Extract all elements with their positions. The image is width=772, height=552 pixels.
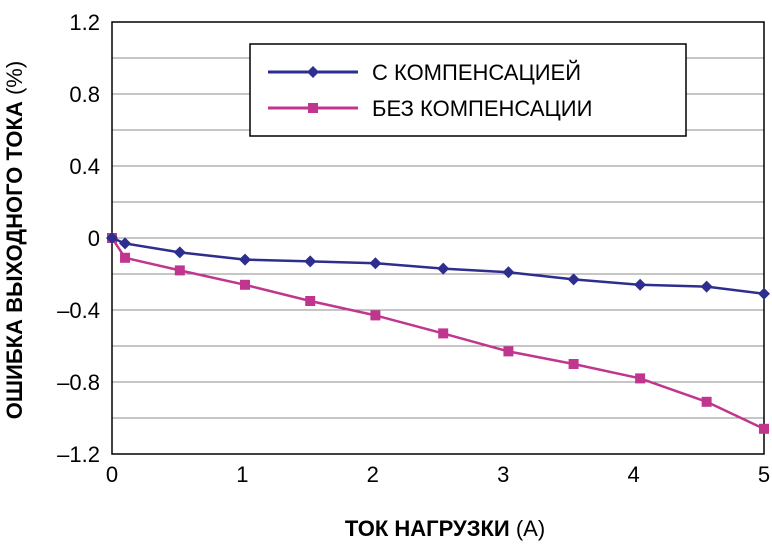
data-point-diamond xyxy=(758,287,770,300)
data-point-diamond xyxy=(567,273,580,286)
legend-label-without-compensation: БЕЗ КОМПЕНСАЦИИ xyxy=(372,96,592,121)
series-line-without-compensation xyxy=(110,237,765,430)
x-tick-label: 0 xyxy=(106,462,118,487)
data-point-square xyxy=(701,396,712,407)
data-point-square xyxy=(305,296,316,306)
x-tick-label: 2 xyxy=(367,462,379,487)
x-tick-label: 5 xyxy=(758,462,770,487)
series-without-compensation xyxy=(107,233,769,434)
x-tick-label: 1 xyxy=(236,462,248,487)
data-point-square xyxy=(503,346,514,357)
data-point-diamond xyxy=(106,232,118,244)
data-point-diamond xyxy=(502,266,515,279)
data-point-square xyxy=(120,252,131,263)
y-axis-title-text: ОШИБКА ВЫХОДНОГО ТОКА xyxy=(2,101,27,419)
y-tick-label: 0.8 xyxy=(69,82,100,107)
x-axis-title-unit: (А) xyxy=(516,516,545,541)
legend: С КОМПЕНСАЦИЕЙ БЕЗ КОМПЕНСАЦИИ xyxy=(249,43,687,137)
data-point-diamond xyxy=(437,262,450,275)
data-point-square xyxy=(438,328,449,339)
legend-item-with-compensation: С КОМПЕНСАЦИЕЙ xyxy=(268,60,581,85)
y-axis-title-unit: (%) xyxy=(2,61,27,95)
y-tick-label: 0 xyxy=(88,226,100,251)
data-point-diamond xyxy=(239,253,252,266)
data-point-square xyxy=(635,373,646,384)
data-point-diamond xyxy=(634,278,647,291)
y-tick-label: 0.4 xyxy=(69,154,100,179)
data-point-diamond xyxy=(119,237,132,250)
x-tick-label: 3 xyxy=(497,462,509,487)
y-tick-label: 1.2 xyxy=(69,10,100,35)
series-layer xyxy=(106,232,770,434)
data-point-square xyxy=(568,359,579,369)
legend-box xyxy=(249,43,687,137)
legend-label-with-compensation: С КОМПЕНСАЦИЕЙ xyxy=(372,60,581,85)
data-point-square xyxy=(174,265,185,276)
tick-label-layer: 1.20.80.40–0.4–0.8–1.20 1 2 3 4 5 xyxy=(57,10,770,487)
x-tick-label: 4 xyxy=(627,462,639,487)
y-axis-title: ОШИБКА ВЫХОДНОГО ТОКА (%) xyxy=(2,61,27,419)
data-point-square xyxy=(759,423,769,434)
series-line-with-compensation xyxy=(111,236,765,296)
legend-square-marker xyxy=(308,103,318,113)
x-axis-title-text: ТОК НАГРУЗКИ xyxy=(345,516,510,541)
series-with-compensation xyxy=(106,232,770,300)
y-tick-label: –0.8 xyxy=(57,370,100,395)
y-tick-label: –0.4 xyxy=(57,298,100,323)
data-point-diamond xyxy=(369,257,382,270)
data-point-diamond xyxy=(304,255,317,268)
data-point-diamond xyxy=(173,246,186,259)
data-point-diamond xyxy=(700,280,713,293)
data-point-square xyxy=(240,279,251,290)
legend-diamond-marker xyxy=(307,66,319,78)
legend-item-without-compensation: БЕЗ КОМПЕНСАЦИИ xyxy=(268,96,592,121)
x-axis-title: ТОК НАГРУЗКИ (А) xyxy=(345,516,545,541)
y-tick-label: –1.2 xyxy=(57,442,100,467)
data-point-square xyxy=(370,310,381,321)
